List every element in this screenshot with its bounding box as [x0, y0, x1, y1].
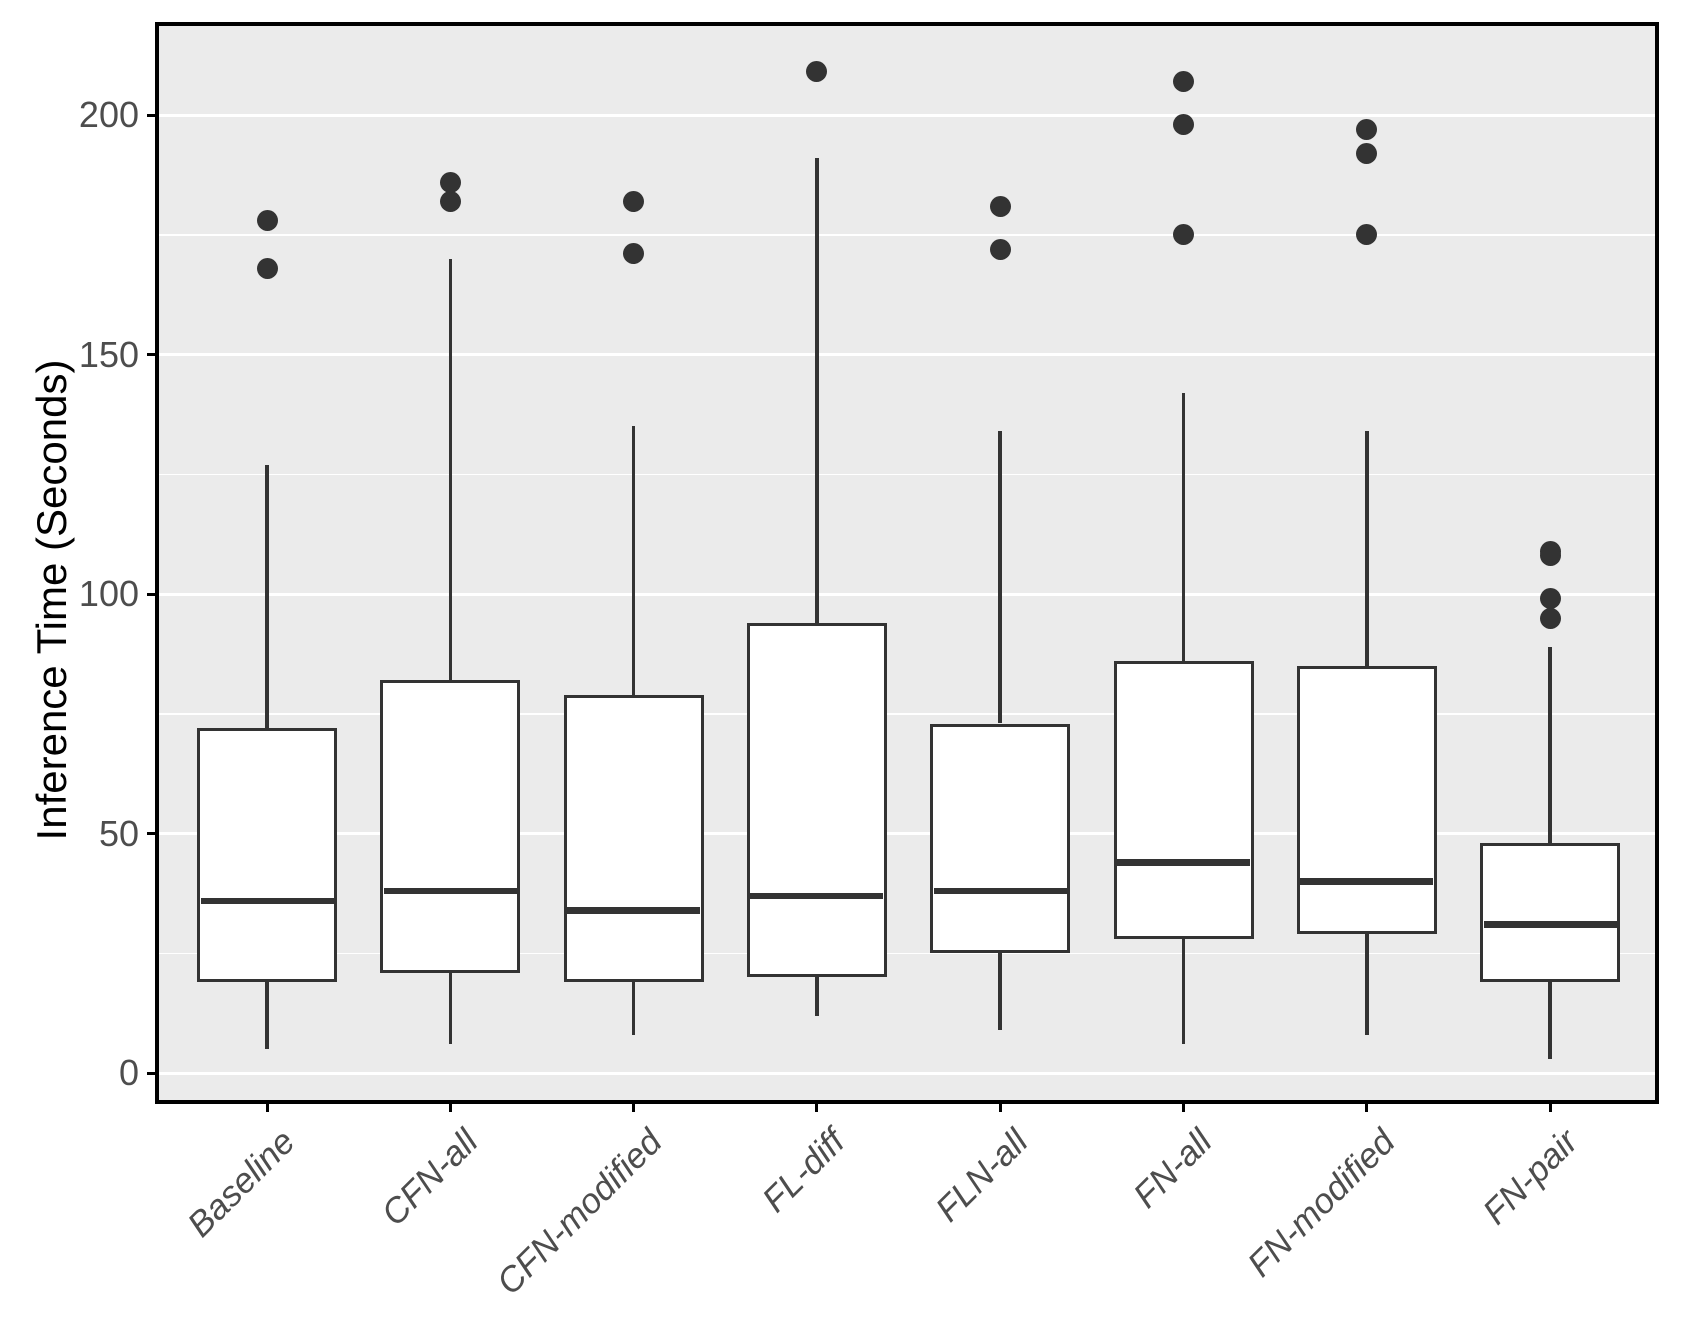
minor-gridline: [157, 713, 1657, 715]
y-tick-label: 0: [118, 1052, 139, 1094]
median-line: [933, 887, 1067, 895]
minor-gridline: [157, 473, 1657, 476]
box-FN-all: [1113, 661, 1254, 940]
outlier-point: [1173, 224, 1194, 246]
y-tick-mark: [147, 832, 157, 836]
box-CFN-modified: [563, 694, 704, 983]
upper-whisker: [631, 426, 636, 695]
lower-whisker: [265, 982, 269, 1050]
outlier-point: [623, 243, 645, 265]
x-tick-mark: [448, 1102, 452, 1112]
lower-whisker: [815, 977, 819, 1016]
outlier-point: [256, 257, 278, 279]
x-tick-mark: [998, 1102, 1002, 1112]
x-tick-mark: [1548, 1102, 1552, 1112]
x-tick-mark: [815, 1102, 819, 1112]
box-FN-modified: [1296, 666, 1437, 935]
y-tick-label: 200: [78, 94, 139, 136]
outlier-point: [439, 190, 461, 212]
outlier-point: [1539, 588, 1561, 610]
median-line: [750, 892, 884, 900]
lower-whisker: [998, 953, 1002, 1031]
y-tick-label: 50: [98, 812, 139, 854]
x-category-label: FN-pair: [1475, 1122, 1586, 1233]
box-CFN-all: [380, 680, 521, 973]
major-gridline: [157, 832, 1657, 836]
plot-panel: [157, 24, 1657, 1102]
x-category-label: CFN-modified: [488, 1122, 670, 1303]
outlier-point: [1539, 607, 1561, 629]
box-Baseline: [197, 728, 337, 983]
upper-whisker: [265, 464, 269, 729]
outlier-point: [1356, 224, 1378, 246]
upper-whisker: [448, 258, 453, 681]
major-gridline: [157, 1071, 1657, 1075]
upper-whisker: [1365, 431, 1369, 666]
lower-whisker: [631, 982, 636, 1035]
box-FL-diff: [746, 622, 887, 978]
median-line: [1300, 878, 1434, 885]
outlier-point: [989, 195, 1011, 217]
outlier-point: [1356, 142, 1378, 164]
outlier-point: [806, 61, 828, 83]
major-gridline: [157, 592, 1657, 596]
median-line: [567, 907, 701, 914]
outlier-point: [1173, 114, 1194, 136]
median-line: [1117, 859, 1250, 866]
outlier-point: [1356, 118, 1378, 140]
outlier-point: [1173, 70, 1194, 92]
box-FN-pair: [1480, 843, 1621, 983]
minor-gridline: [157, 234, 1657, 236]
lower-whisker: [1181, 939, 1186, 1045]
x-tick-mark: [1365, 1102, 1369, 1112]
x-category-label: FLN-all: [928, 1122, 1036, 1230]
lower-whisker: [1548, 982, 1552, 1059]
x-category-label: CFN-all: [374, 1122, 486, 1234]
upper-whisker: [1181, 392, 1186, 662]
x-category-label: FN-modified: [1240, 1122, 1403, 1285]
major-gridline: [157, 113, 1657, 117]
x-tick-mark: [1182, 1102, 1185, 1112]
outlier-point: [439, 171, 461, 193]
median-line: [1483, 921, 1617, 928]
outlier-point: [989, 238, 1011, 260]
outlier-point: [256, 209, 278, 231]
outlier-point: [1539, 540, 1561, 562]
median-line: [383, 887, 517, 895]
major-gridline: [157, 353, 1657, 357]
upper-whisker: [815, 158, 819, 623]
box-FLN-all: [930, 723, 1071, 954]
x-category-label: FL-diff: [754, 1122, 853, 1220]
upper-whisker: [1548, 646, 1552, 844]
x-category-label: Baseline: [180, 1122, 303, 1245]
lower-whisker: [1365, 934, 1369, 1035]
x-tick-mark: [265, 1102, 269, 1112]
minor-gridline: [157, 952, 1657, 955]
outlier-point: [623, 190, 645, 212]
y-tick-mark: [147, 353, 157, 357]
y-tick-label: 150: [78, 333, 139, 375]
lower-whisker: [448, 972, 453, 1045]
upper-whisker: [998, 431, 1002, 724]
y-tick-mark: [147, 592, 157, 596]
y-tick-mark: [147, 1071, 157, 1075]
y-tick-mark: [147, 113, 157, 117]
x-category-label: FN-all: [1125, 1122, 1220, 1216]
median-line: [200, 897, 334, 905]
y-tick-label: 100: [78, 573, 139, 615]
x-tick-mark: [632, 1102, 636, 1112]
